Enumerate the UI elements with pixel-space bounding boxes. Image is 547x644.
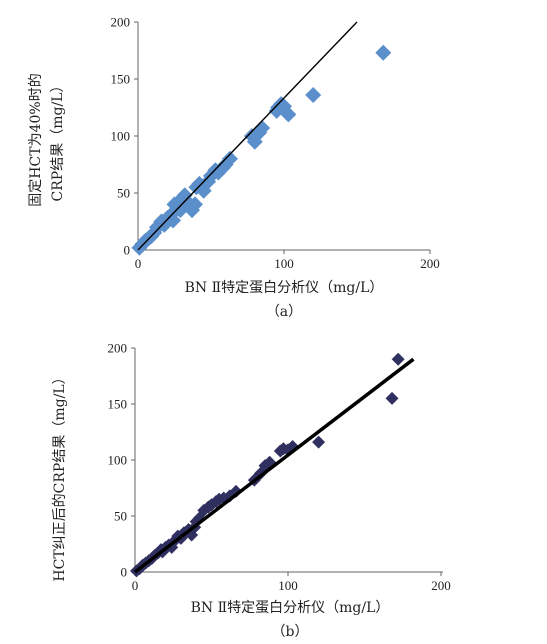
chart-a-data-point [254, 120, 271, 137]
chart-a-trendline [137, 21, 358, 251]
chart-b-xtick-label: 200 [431, 578, 451, 593]
chart-b-xtick-label: 0 [132, 578, 139, 593]
chart-b-ylabel: HCT纠正后的CRP结果（mg/L） [52, 370, 68, 581]
chart-a: 0 100 200 0 50 100 150 200 固定HCT为40%时的 CRP结果（mg… [28, 15, 440, 321]
chart-a-points [131, 44, 392, 256]
chart-a-data-point [280, 106, 297, 123]
chart-a-ticks: 0 100 200 0 50 100 150 200 [111, 15, 440, 272]
chart-a-ytick-label: 0 [124, 243, 131, 258]
chart-b-xlabel: BN Ⅱ特定蛋白分析仪（mg/L） [191, 600, 390, 616]
chart-a-ytick-label: 50 [117, 186, 130, 201]
chart-b-data-point [229, 484, 243, 498]
chart-a-ytick-label: 150 [111, 72, 131, 87]
chart-a-data-point [186, 196, 203, 213]
chart-a-xlabel: BN Ⅱ特定蛋白分析仪（mg/L） [185, 280, 384, 296]
chart-a-data-point [165, 212, 182, 229]
chart-a-data-point [375, 44, 392, 61]
chart-a-xtick-label: 200 [420, 256, 440, 271]
chart-a-xtick-label: 100 [274, 256, 294, 271]
chart-b-subcaption: （b） [272, 624, 309, 640]
chart-b-xtick-label: 100 [278, 578, 298, 593]
chart-b-ytick-label: 100 [108, 453, 128, 468]
chart-b-ticks: 0 100 200 0 50 100 150 200 [108, 341, 451, 594]
chart-b-data-point [312, 435, 326, 449]
chart-a-data-point [221, 150, 238, 167]
chart-a-ylabel-line1: 固定HCT为40%时的 [28, 73, 44, 206]
chart-b-ytick-label: 50 [114, 509, 127, 524]
chart-b-trendline [133, 357, 415, 574]
chart-a-xtick-label: 0 [135, 256, 142, 271]
chart-b-ytick-label: 0 [121, 565, 128, 580]
chart-b-ytick-label: 200 [108, 341, 128, 356]
chart-b-data-point [391, 352, 405, 366]
chart-b: 0 100 200 0 50 100 150 200 HCT纠正后的CRP结果（mg/L） B… [52, 341, 451, 641]
chart-b-ytick-label: 150 [108, 397, 128, 412]
chart-a-ylabel-line2: CRP结果（mg/L） [50, 79, 66, 202]
chart-a-data-point [305, 86, 322, 103]
chart-a-subcaption: （a） [266, 304, 302, 320]
chart-a-ytick-label: 100 [111, 129, 131, 144]
chart-a-ytick-label: 200 [111, 15, 131, 30]
chart-b-data-point [385, 391, 399, 405]
